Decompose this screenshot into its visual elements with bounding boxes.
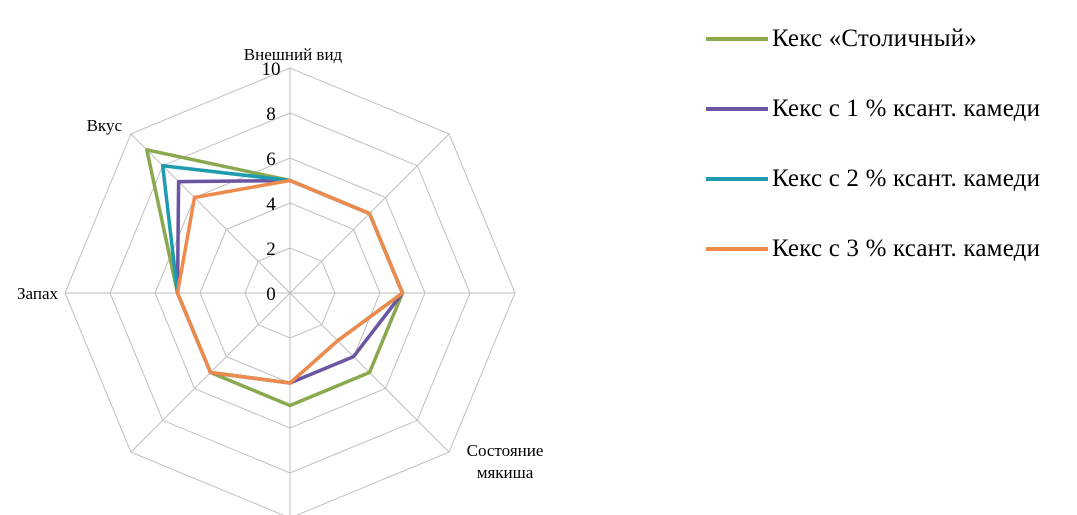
legend-swatch-stolichny [706,37,768,41]
legend-item-2pct: Кекс с 2 % ксант. камеди [706,144,1040,214]
radar-grid [64,67,516,515]
axis-spoke-1 [130,133,291,294]
legend-item-stolichny: Кекс «Столичный» [706,4,1040,74]
legend-swatch-3pct [706,247,768,251]
tick-label-6: 6 [266,149,276,170]
radar-series [145,148,405,408]
chart-legend: Кекс «Столичный» Кекс с 1 % ксант. камед… [706,4,1040,284]
legend-swatch-1pct [706,107,768,111]
grid-ring-10 [64,67,516,515]
tick-label-8: 8 [266,104,276,125]
axis-label-6: Состояние мякиша [467,441,544,482]
legend-label-2pct: Кекс с 2 % ксант. камеди [772,165,1041,192]
legend-label-1pct: Кекс с 1 % ксант. камеди [772,95,1041,122]
series-line-3 [175,178,405,385]
axis-label-1: Вкус [87,116,123,135]
tick-label-2: 2 [266,239,276,260]
tick-label-10: 10 [262,59,281,80]
tick-label-0: 0 [266,284,276,305]
legend-label-3pct: Кекс с 3 % ксант. камеди [772,235,1041,262]
legend-swatch-2pct [706,177,768,181]
tick-label-4: 4 [266,194,276,215]
legend-label-stolichny: Кекс «Столичный» [772,25,977,52]
legend-item-3pct: Кекс с 3 % ксант. камеди [706,214,1040,284]
axis-label-2: Запах [17,284,58,303]
axis-label-0: Внешний вид [244,45,343,64]
legend-item-1pct: Кекс с 1 % ксант. камеди [706,74,1040,144]
